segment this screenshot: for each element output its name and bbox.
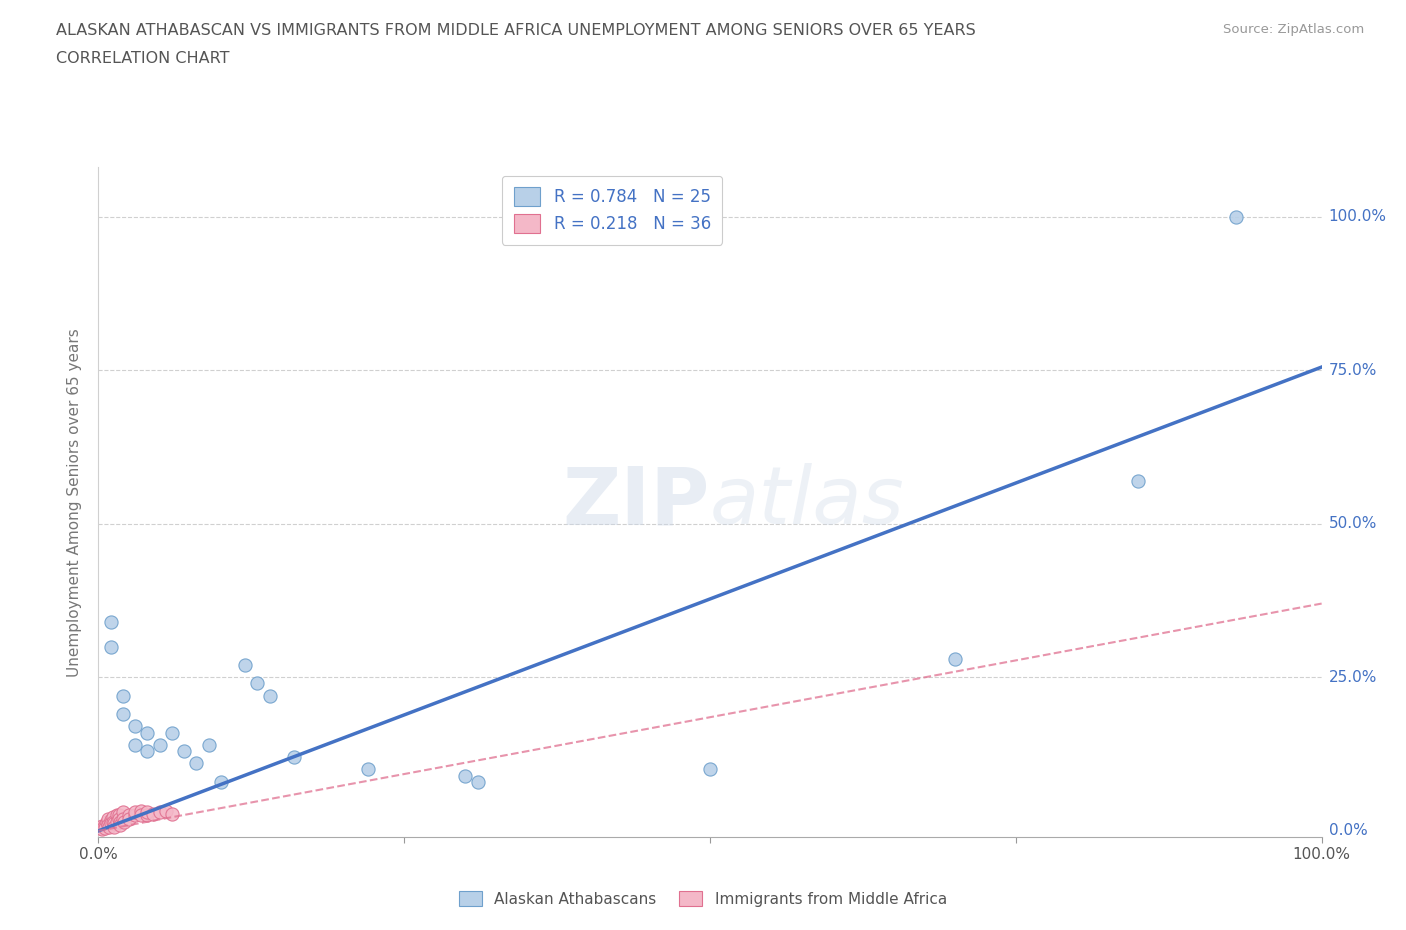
Point <box>103 816 125 830</box>
Point <box>124 719 146 734</box>
Point <box>111 805 134 820</box>
Point <box>100 639 122 654</box>
Point <box>124 805 146 820</box>
Point <box>699 762 721 777</box>
Text: ALASKAN ATHABASCAN VS IMMIGRANTS FROM MIDDLE AFRICA UNEMPLOYMENT AMONG SENIORS O: ALASKAN ATHABASCAN VS IMMIGRANTS FROM MI… <box>56 23 976 38</box>
Point <box>105 814 128 829</box>
Point <box>136 805 159 820</box>
Point <box>246 676 269 691</box>
Point <box>103 819 125 834</box>
Point <box>129 804 152 818</box>
Point <box>100 813 122 828</box>
Point <box>283 750 305 764</box>
Text: 100.0%: 100.0% <box>1329 209 1386 224</box>
Point <box>110 814 132 829</box>
Point <box>110 817 132 832</box>
Point <box>136 744 159 759</box>
Text: CORRELATION CHART: CORRELATION CHART <box>56 51 229 66</box>
Point <box>111 688 134 703</box>
Point <box>136 725 159 740</box>
Point <box>209 775 232 790</box>
Text: 0.0%: 0.0% <box>1329 823 1368 838</box>
Point <box>160 806 183 821</box>
Text: ZIP: ZIP <box>562 463 710 541</box>
Point <box>111 811 134 826</box>
Text: 75.0%: 75.0% <box>1329 363 1376 378</box>
Point <box>91 821 114 836</box>
Point <box>93 817 115 832</box>
Point <box>111 707 134 722</box>
Point <box>96 814 118 829</box>
Point <box>100 615 122 630</box>
Point <box>943 651 966 666</box>
Point <box>90 820 112 835</box>
Point <box>98 819 121 834</box>
Point <box>356 762 378 777</box>
Point <box>454 768 477 783</box>
Point <box>97 817 120 832</box>
Point <box>173 744 195 759</box>
Point <box>136 808 159 823</box>
Point <box>118 811 141 826</box>
Point <box>149 737 172 752</box>
Point <box>93 820 115 835</box>
Point <box>105 808 128 823</box>
Point <box>124 808 146 823</box>
Point <box>259 688 281 703</box>
Point <box>112 814 135 829</box>
Legend: Alaskan Athabascans, Immigrants from Middle Africa: Alaskan Athabascans, Immigrants from Mid… <box>453 885 953 913</box>
Point <box>129 808 152 823</box>
Point <box>1128 473 1150 488</box>
Text: 50.0%: 50.0% <box>1329 516 1376 531</box>
Point <box>108 811 131 826</box>
Point <box>1225 209 1247 224</box>
Point <box>467 775 489 790</box>
Point <box>124 737 146 752</box>
Point <box>197 737 219 752</box>
Point <box>101 810 124 825</box>
Point <box>233 658 256 672</box>
Legend: R = 0.784   N = 25, R = 0.218   N = 36: R = 0.784 N = 25, R = 0.218 N = 36 <box>502 176 723 245</box>
Point <box>97 811 120 826</box>
Point <box>149 805 172 820</box>
Text: atlas: atlas <box>710 463 905 541</box>
Point <box>100 816 122 830</box>
Y-axis label: Unemployment Among Seniors over 65 years: Unemployment Among Seniors over 65 years <box>67 328 83 677</box>
Point <box>108 808 131 823</box>
Point <box>142 806 165 821</box>
Point <box>101 814 124 829</box>
Text: Source: ZipAtlas.com: Source: ZipAtlas.com <box>1223 23 1364 36</box>
Point <box>186 756 208 771</box>
Text: 25.0%: 25.0% <box>1329 670 1376 684</box>
Point <box>91 818 114 833</box>
Point <box>155 804 177 818</box>
Point <box>118 808 141 823</box>
Point <box>160 725 183 740</box>
